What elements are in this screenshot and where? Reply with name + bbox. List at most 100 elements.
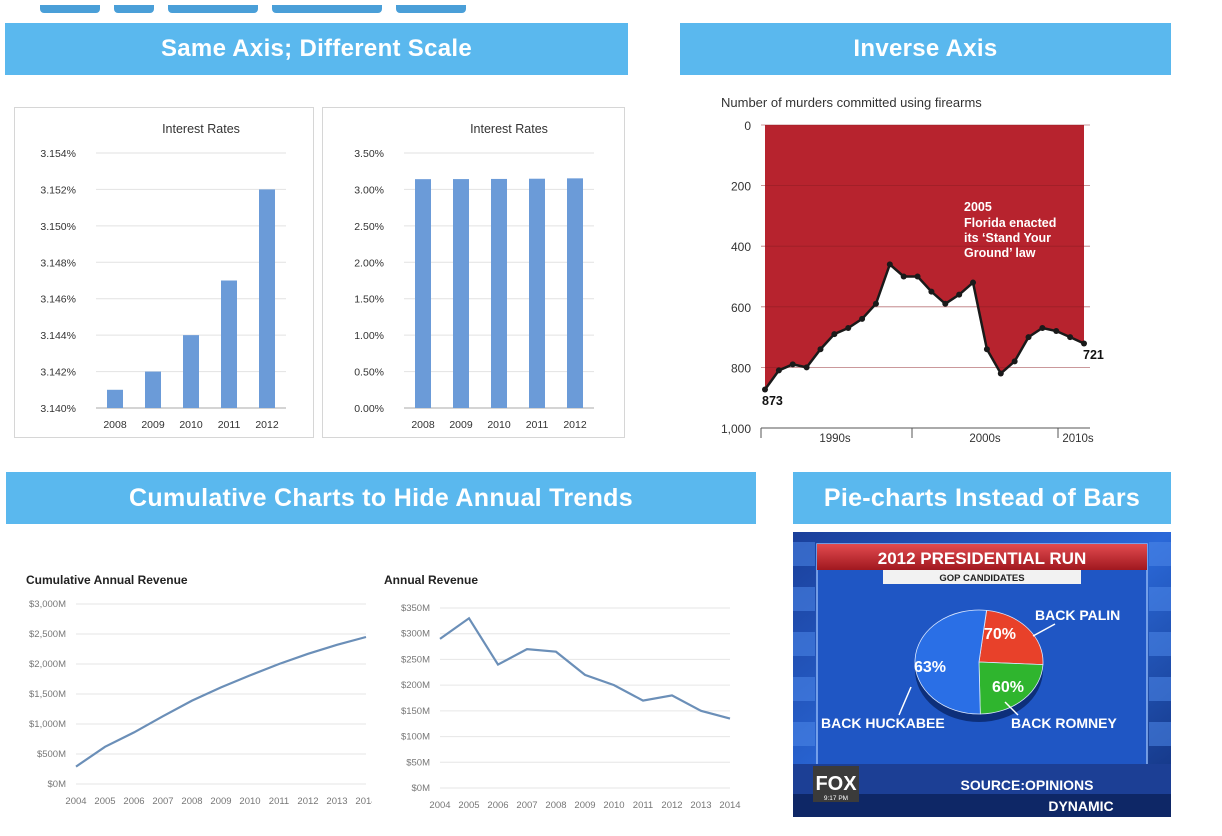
x-tick-label: 2013 (326, 796, 347, 807)
tv-subtitle: GOP CANDIDATES (939, 573, 1024, 584)
bar (183, 335, 199, 408)
tv-side-stripe (793, 677, 815, 701)
inverted-area-fill (765, 125, 1084, 390)
tv-side-stripe (793, 632, 815, 656)
y-tick-label: $150M (401, 706, 430, 717)
x-tick-label: 2010 (179, 419, 203, 431)
x-tick-label: 2006 (123, 796, 144, 807)
x-tick-label: 2010 (487, 419, 511, 431)
tv-side-stripe (1149, 587, 1171, 611)
y-tick-label: 1.00% (354, 330, 384, 342)
y-tick-label: $300M (401, 629, 430, 640)
interest-rates-chart-zoomed: Interest Rates 3.140% 3.142% 3.144% 3.146% 3.… (40, 122, 286, 431)
x-tick-label: 2009 (141, 419, 165, 431)
y-tick-label: 600 (731, 301, 751, 315)
pie-value-romney: 60% (992, 679, 1024, 696)
fox-logo-box (813, 766, 859, 802)
interest-rates-chart-full: Interest Rates 0.00% 0.50% 1.00% 1.50% 2.00% 2… (354, 122, 594, 431)
y-tick-label: 3.140% (40, 403, 76, 415)
tv-side-stripe (1149, 722, 1171, 746)
y-tick-label: 3.146% (40, 294, 76, 306)
y-tick-label: $3,000M (29, 599, 66, 610)
annotation-text: its ‘Stand Your (964, 231, 1051, 245)
tv-time: 9:17 PM (824, 795, 848, 802)
y-tick-label: 0 (744, 119, 751, 133)
series-line (439, 616, 731, 720)
annotation-text: Florida enacted (964, 216, 1056, 230)
tv-side-stripe (1149, 632, 1171, 656)
data-point (762, 386, 768, 393)
x-tick-label: 2014 (355, 796, 372, 807)
x-tick-label: 2007 (152, 796, 173, 807)
y-tick-label: $0M (48, 779, 67, 790)
y-tick-label: 3.154% (40, 148, 76, 160)
bar (145, 371, 161, 408)
pie-label-huckabee: BACK HUCKABEE (821, 715, 945, 731)
x-tick-label: 2009 (210, 796, 231, 807)
y-tick-label: 2.50% (354, 221, 384, 233)
data-point (956, 291, 963, 298)
y-tick-label: 1,000 (721, 422, 751, 436)
data-point (886, 261, 893, 268)
bar (567, 178, 583, 408)
data-point (1025, 334, 1032, 341)
fox-logo: FOX (815, 773, 857, 795)
y-tick-label: $1,000M (29, 719, 66, 730)
x-tick-label: 2012 (563, 419, 587, 431)
y-tick-label: $0M (412, 783, 431, 794)
tv-side-stripe (1149, 542, 1171, 566)
x-tick-label: 2012 (297, 796, 318, 807)
y-tick-label: 800 (731, 361, 751, 375)
tv-side-stripe (793, 542, 815, 566)
bar (453, 179, 469, 408)
pie-slice-palin (978, 609, 1044, 666)
x-tick-label: 2005 (458, 800, 479, 811)
data-point (872, 300, 879, 307)
y-tick-label: $350M (401, 603, 430, 614)
x-tick-label: 2011 (218, 419, 241, 431)
y-tick-label: $250M (401, 654, 430, 665)
banner-cumulative: Cumulative Charts to Hide Annual Trends (6, 472, 756, 524)
cropped-title-fragment (40, 0, 540, 13)
y-tick-label: 3.144% (40, 330, 76, 342)
tv-side-stripe (1149, 677, 1171, 701)
y-tick-label: 200 (731, 180, 751, 194)
y-tick-label: 0.50% (354, 367, 384, 379)
x-tick-label: 2008 (411, 419, 435, 431)
data-point (1011, 358, 1018, 365)
x-tick-label: 2010s (1062, 433, 1094, 445)
data-point (1081, 340, 1087, 347)
data-point (942, 300, 949, 307)
y-tick-label: $500M (37, 749, 66, 760)
annotation-year: 2005 (964, 200, 992, 214)
x-tick-label: 2007 (516, 800, 537, 811)
annual-revenue-chart: Annual Revenue $0M $50M $100M $150M $200M $250… (384, 573, 741, 811)
y-tick-label: 1.50% (354, 294, 384, 306)
x-tick-label: 2006 (487, 800, 508, 811)
y-tick-label: 3.148% (40, 257, 76, 269)
chart-title: Number of murders committed using firear… (721, 95, 982, 110)
x-tick-label: 2004 (429, 800, 450, 811)
data-point (803, 364, 810, 371)
y-tick-label: 3.50% (354, 148, 384, 160)
pie-value-palin: 70% (984, 626, 1016, 643)
x-tick-label: 2009 (449, 419, 473, 431)
y-tick-label: $50M (406, 757, 430, 768)
data-point (845, 325, 852, 332)
data-point (1039, 325, 1046, 332)
y-tick-label: 3.142% (40, 367, 76, 379)
x-tick-label: 1990s (819, 433, 851, 445)
x-tick-label: 2012 (661, 800, 682, 811)
y-tick-label: $200M (401, 680, 430, 691)
y-tick-label: 2.00% (354, 257, 384, 269)
pie-leader-line (898, 686, 912, 716)
y-tick-label: 3.152% (40, 184, 76, 196)
banner-same-axis: Same Axis; Different Scale (5, 23, 628, 75)
pie-leader-line (1032, 623, 1056, 637)
tv-pie-chart-screen: 2012 PRESIDENTIAL RUN GOP CANDIDATES 70% 60… (793, 532, 1171, 817)
tv-ticker-lower (793, 794, 1171, 817)
pie-label-palin: BACK PALIN (1035, 607, 1120, 623)
x-tick-label: 2000s (969, 433, 1001, 445)
data-point (817, 346, 824, 353)
data-point (997, 370, 1004, 377)
